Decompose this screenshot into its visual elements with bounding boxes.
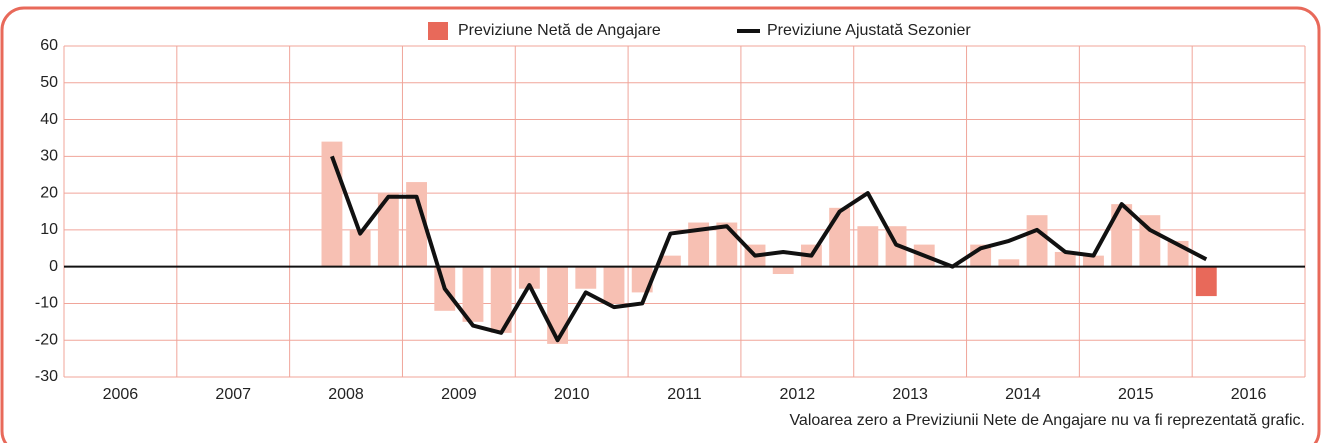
x-tick-label: 2011	[667, 386, 702, 403]
bar	[490, 266, 512, 333]
y-tick-label: 40	[40, 111, 58, 128]
x-tick-label: 2015	[1118, 386, 1154, 403]
bar	[1083, 255, 1104, 267]
bar	[575, 266, 597, 289]
x-tick-label: 2016	[1231, 386, 1267, 403]
y-tick-label: 20	[40, 184, 58, 201]
frame	[0, 6, 1321, 448]
x-tick-label: 2008	[328, 386, 364, 403]
bar	[462, 266, 484, 322]
bar	[1054, 251, 1076, 267]
bar	[998, 259, 1020, 267]
bar	[377, 193, 399, 267]
y-tick-label: -20	[35, 331, 58, 348]
bar	[518, 266, 540, 289]
y-tick-label: 0	[49, 258, 58, 275]
x-tick-label: 2013	[892, 386, 928, 403]
x-tick-label: 2010	[554, 386, 590, 403]
y-tick-label: 30	[40, 148, 58, 165]
x-tick-label: 2012	[780, 386, 816, 403]
bar	[547, 266, 569, 344]
bar	[406, 182, 427, 267]
bar	[659, 255, 681, 267]
bar	[1139, 215, 1161, 267]
x-tick-label: 2014	[1005, 386, 1041, 403]
y-tick-label: -30	[35, 368, 58, 385]
bar	[349, 229, 371, 267]
y-tick-label: -10	[35, 295, 58, 312]
legend-label: Previziune Ajustată Sezonier	[767, 22, 971, 39]
bar	[688, 222, 710, 267]
note: Valoarea zero a Previziunii Nete de Anga…	[789, 412, 1305, 429]
bar	[1195, 266, 1217, 297]
bar	[772, 266, 794, 275]
legend-swatch	[428, 22, 448, 40]
x-tick-label: 2009	[441, 386, 477, 403]
x-tick-label: 2006	[103, 386, 139, 403]
legend-label: Previziune Netă de Angajare	[458, 22, 661, 39]
x-tick-label: 2007	[215, 386, 251, 403]
y-tick-label: 10	[40, 221, 58, 238]
y-tick-label: 50	[40, 74, 58, 91]
bar	[857, 226, 879, 267]
bar	[603, 266, 625, 304]
y-tick-label: 60	[40, 37, 58, 54]
line	[330, 155, 1208, 343]
bar	[1026, 215, 1048, 267]
bar	[1111, 204, 1133, 267]
bar	[829, 207, 851, 267]
